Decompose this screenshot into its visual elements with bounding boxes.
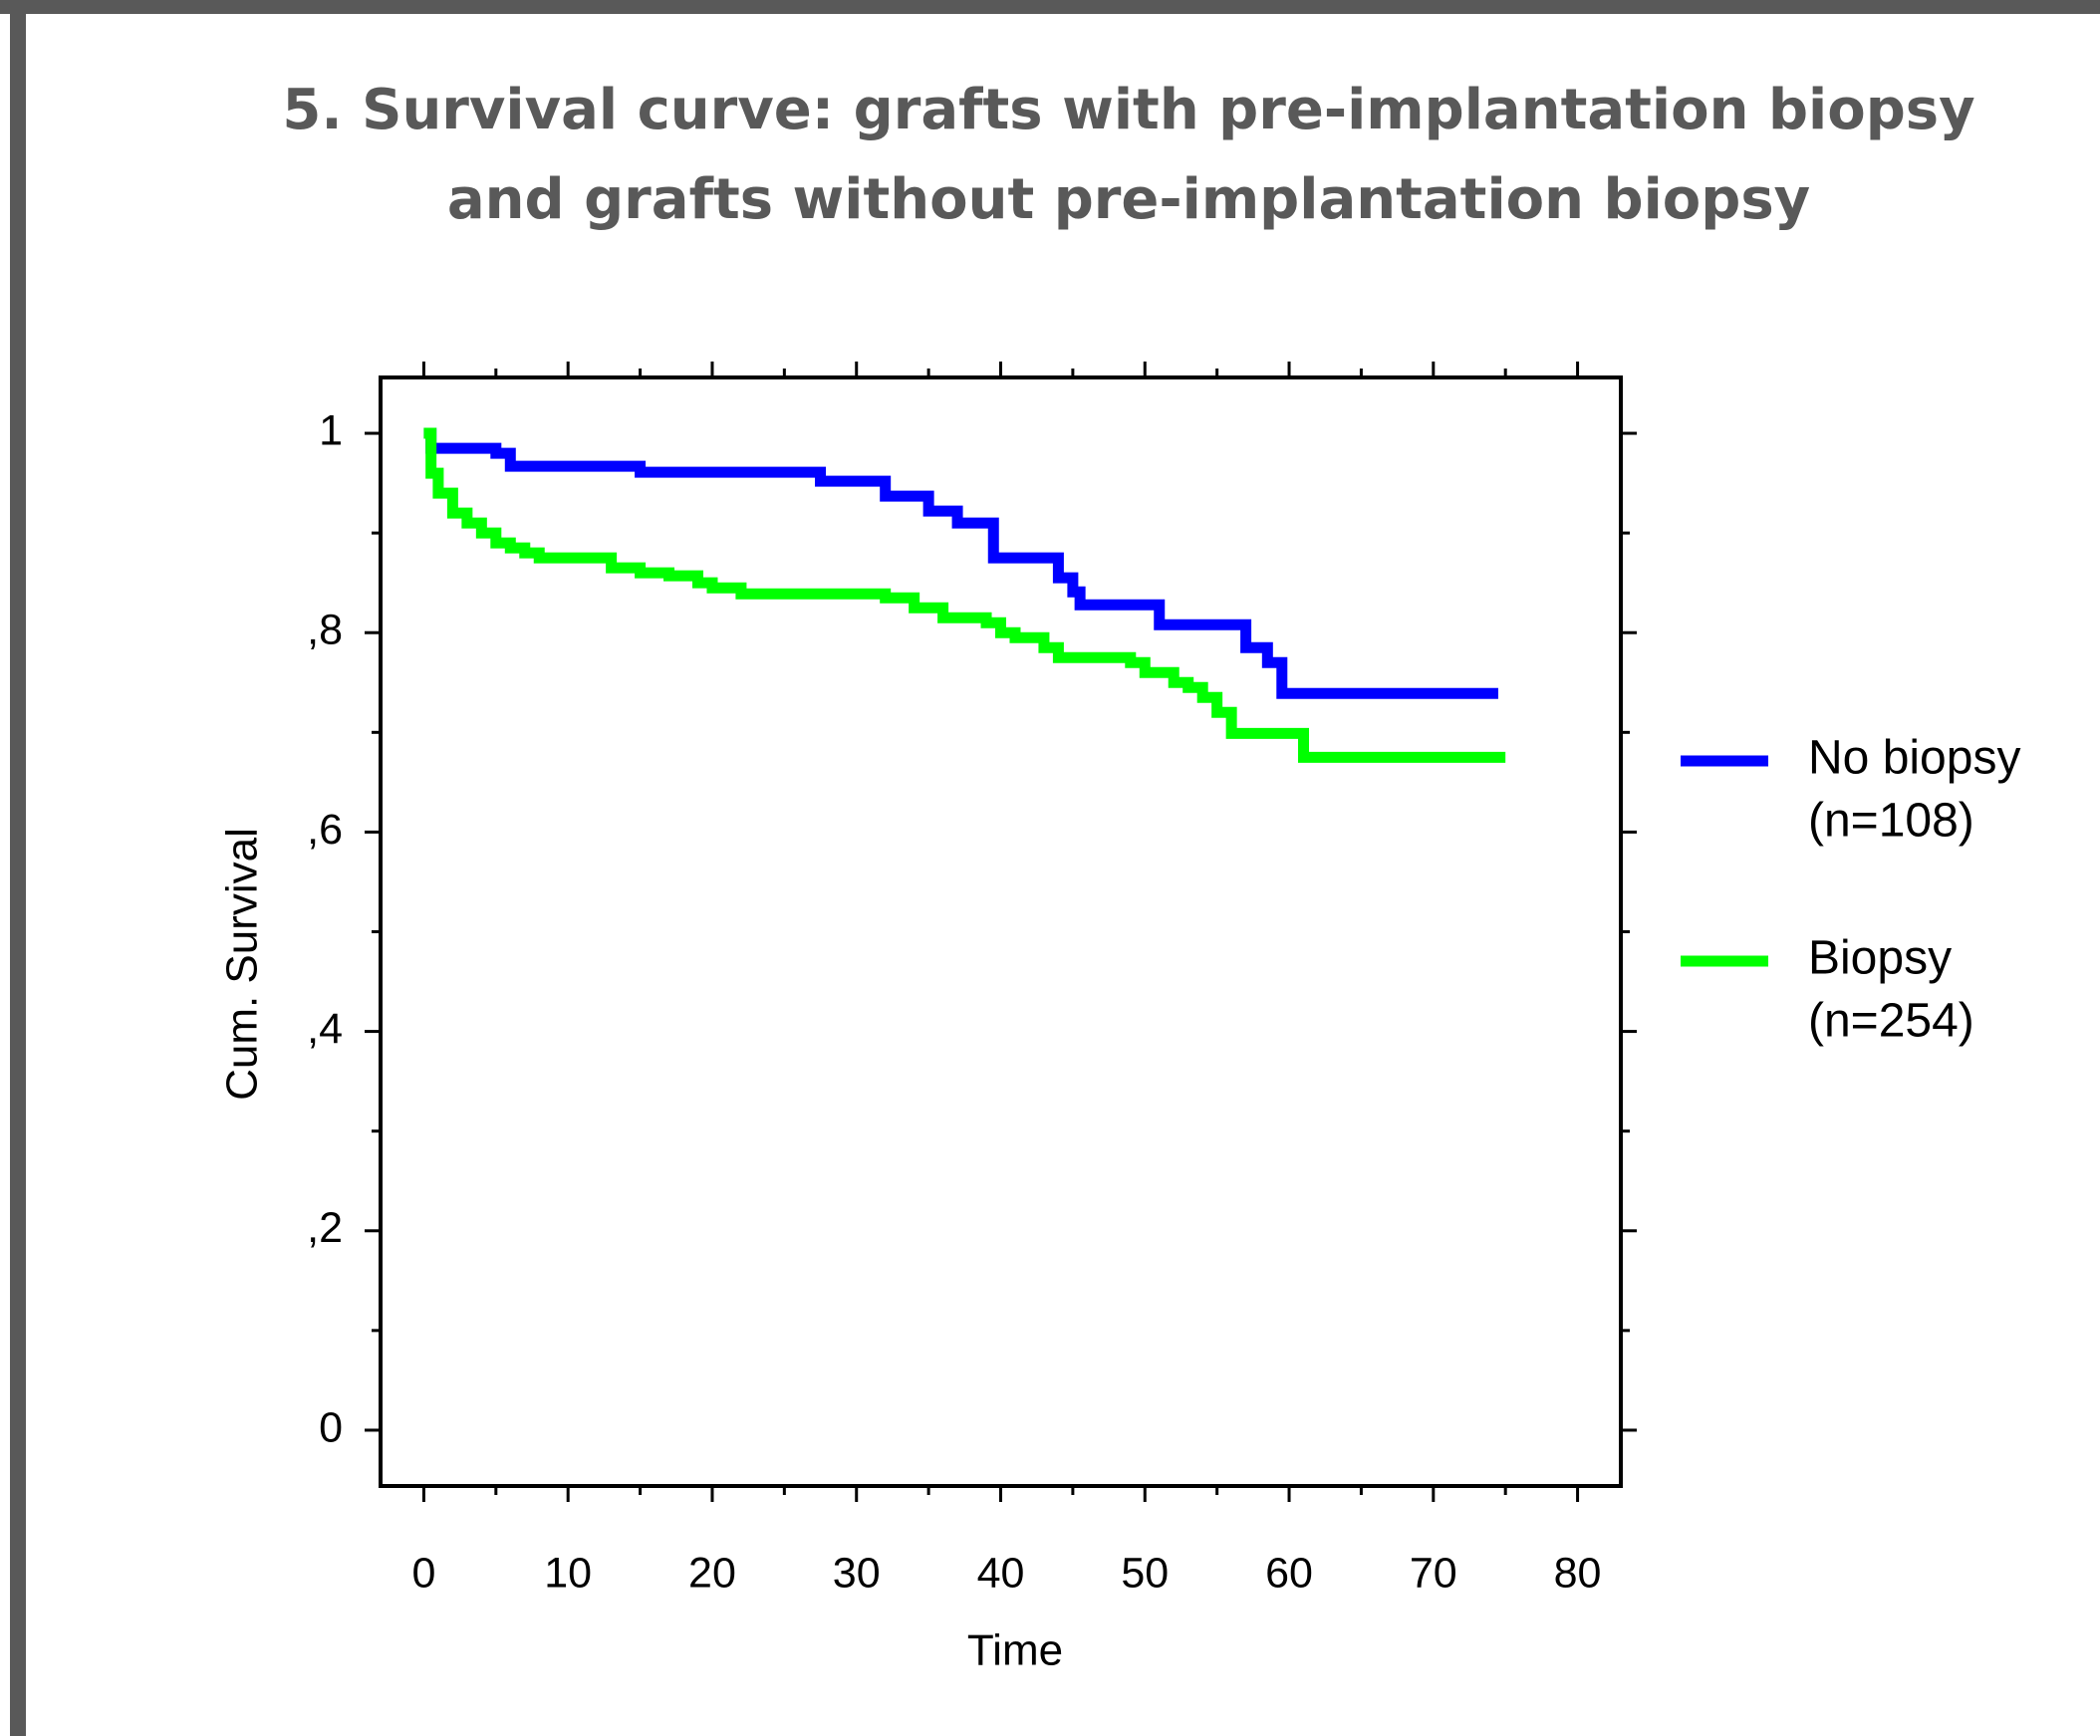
x-axis-title: Time (967, 1626, 1063, 1675)
x-tick-label: 40 (977, 1549, 1025, 1597)
survival-line (423, 427, 1498, 699)
y-tick-label: 0 (319, 1403, 343, 1451)
x-tick-label: 70 (1410, 1549, 1457, 1597)
chart-title: and grafts without pre-implantation biop… (447, 167, 1810, 232)
x-tick-label: 60 (1265, 1549, 1313, 1597)
x-tick-label: 50 (1121, 1549, 1169, 1597)
y-tick-label: ,4 (307, 1005, 343, 1053)
y-tick-label: ,2 (307, 1204, 343, 1252)
y-tick-label: ,6 (307, 806, 343, 854)
y-tick-label: ,8 (307, 607, 343, 654)
x-tick-label: 80 (1554, 1549, 1602, 1597)
frame-left (10, 0, 26, 1736)
x-tick-label: 20 (688, 1549, 736, 1597)
survival-line (423, 427, 1506, 763)
y-axis-title: Cum. Survival (218, 828, 267, 1101)
plot-frame (379, 375, 1623, 1488)
legend-label: No biopsy (1808, 732, 2020, 785)
legend-label: Biopsy (1808, 932, 1952, 985)
x-tick-label: 0 (411, 1549, 435, 1597)
x-tick-label: 30 (833, 1549, 881, 1597)
x-tick-label: 10 (544, 1549, 592, 1597)
y-tick-label: 1 (319, 406, 343, 454)
legend-label: (n=108) (1808, 795, 1974, 848)
legend-label: (n=254) (1808, 995, 1974, 1048)
frame-top (0, 0, 2100, 14)
chart-title: 5. Survival curve: grafts with pre-impla… (282, 78, 1974, 142)
